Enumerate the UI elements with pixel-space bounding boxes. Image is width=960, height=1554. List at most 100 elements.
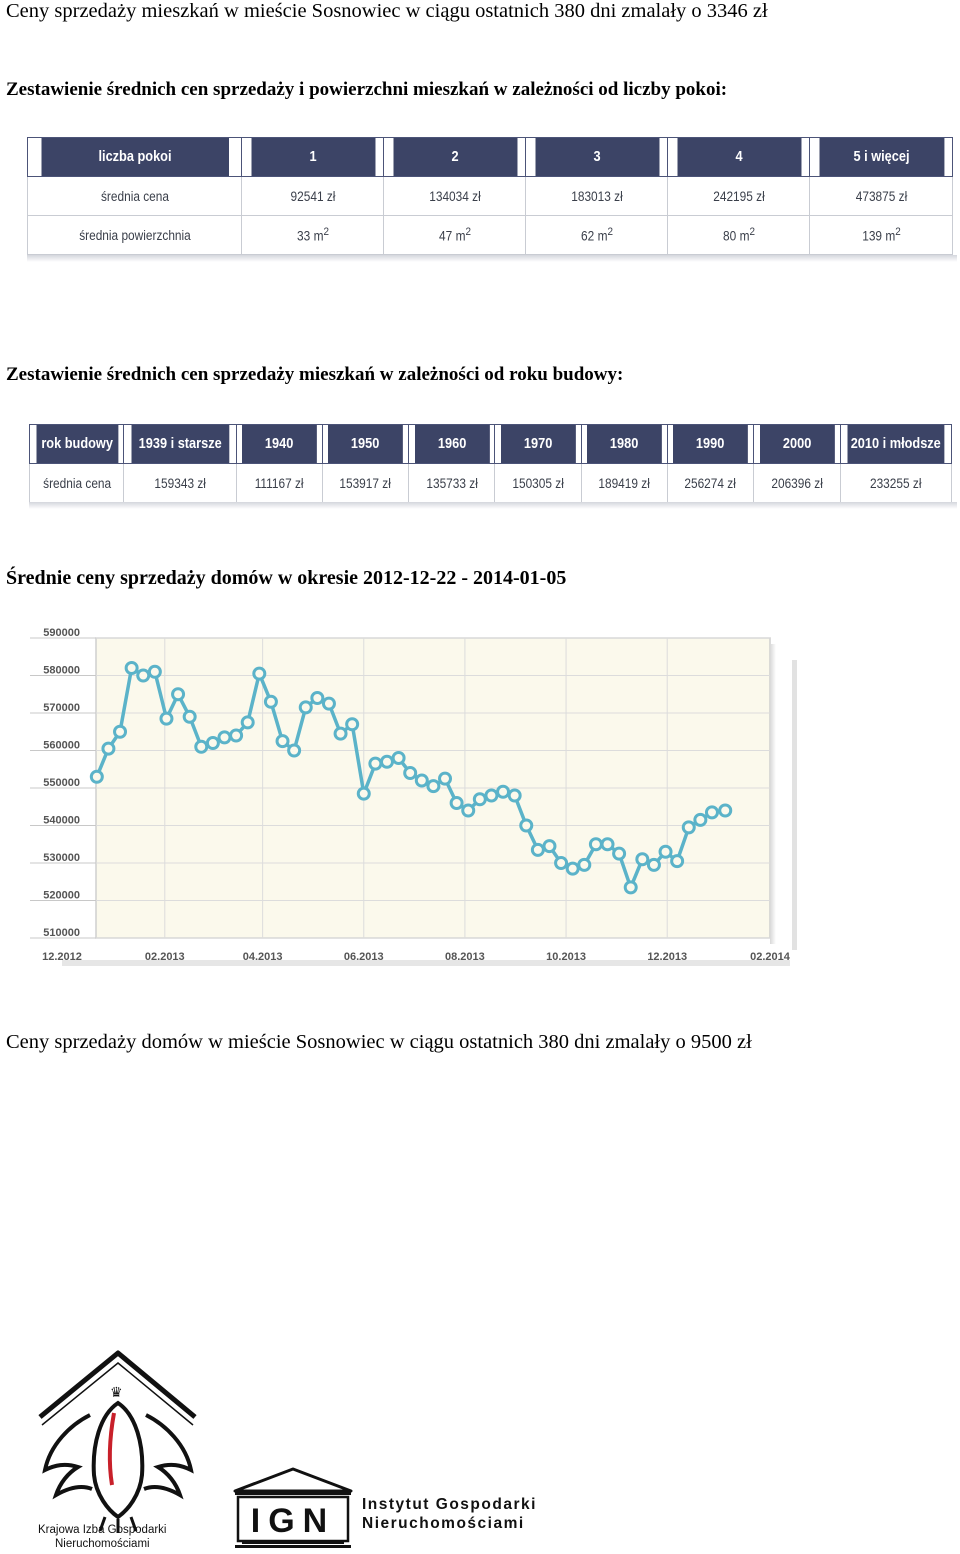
data-point <box>484 788 499 803</box>
data-point <box>426 779 441 794</box>
area-unit: m <box>597 228 607 244</box>
header-cell: 1970 <box>499 424 577 464</box>
header-cell: 2000 <box>758 424 836 464</box>
data-point <box>554 856 569 870</box>
header-cell: 1940 <box>240 424 318 464</box>
ign-logo: IGN Instytut Gospodarki Nieruchomościami <box>233 1467 537 1548</box>
data-point <box>113 724 128 739</box>
year-table: rok budowy 1939 i starsze 1940 1950 1960… <box>29 424 952 504</box>
header-cell: 2010 i młodsze <box>846 424 946 464</box>
row-label: średnia cena <box>39 176 230 216</box>
table-cell: 33 m2 <box>249 215 376 255</box>
x-tick-label: 06.2013 <box>344 951 384 963</box>
year-table-header: rok budowy 1939 i starsze 1940 1950 1960… <box>30 424 952 464</box>
table-cell: 473875 zł <box>817 176 945 216</box>
data-point <box>472 792 487 807</box>
data-point <box>588 837 603 852</box>
data-point <box>356 786 371 801</box>
data-point <box>147 664 162 679</box>
data-point <box>171 687 186 702</box>
data-point <box>496 784 511 799</box>
ign-name-1: Instytut Gospodarki <box>362 1496 537 1513</box>
data-point <box>623 880 638 895</box>
rooms-table: liczba pokoi 1 2 3 4 5 i więcej średnia … <box>27 137 953 255</box>
data-point <box>718 803 733 818</box>
year-section-title: Zestawienie średnich cen sprzedaży miesz… <box>6 364 624 385</box>
area-value: 62 <box>580 228 594 244</box>
data-point <box>693 812 708 827</box>
area-unit: m <box>739 228 749 244</box>
table-cell: 159343 zł <box>130 463 230 504</box>
data-point <box>577 857 592 872</box>
kign-text-1: Krajowa Izba Gospodarki <box>38 1524 166 1536</box>
row-label: średnia powierzchnia <box>39 215 230 255</box>
table-cell: 153917 zł <box>327 463 404 504</box>
row-label: średnia cena <box>34 463 119 504</box>
y-tick-label: 520000 <box>43 890 80 902</box>
table-cell: 62 m2 <box>533 215 660 255</box>
table-row: średnia cena 92541 zł 134034 zł 183013 z… <box>28 176 953 216</box>
data-point <box>310 691 325 705</box>
data-point <box>205 736 220 750</box>
table-cell: 256274 zł <box>672 463 750 504</box>
table-row: średnia powierzchnia 33 m2 47 m2 62 m2 8… <box>28 215 953 255</box>
data-point <box>658 844 673 859</box>
x-tick-label: 02.2013 <box>145 951 185 963</box>
data-point <box>438 771 453 786</box>
ign-name-2: Nieruchomościami <box>362 1515 525 1532</box>
table-cell: 111167 zł <box>240 463 318 504</box>
area-unit: m <box>884 228 895 244</box>
data-point <box>519 818 534 833</box>
table-cell: 206396 zł <box>758 463 836 504</box>
header-cell: liczba pokoi <box>39 137 230 177</box>
table-cell: 150305 zł <box>499 463 577 504</box>
area-sup: 2 <box>748 226 755 239</box>
table-cell: 134034 zł <box>391 176 518 216</box>
data-point <box>507 788 522 803</box>
data-point <box>670 854 685 869</box>
rooms-table-header: liczba pokoi 1 2 3 4 5 i więcej <box>28 137 953 177</box>
area-sup: 2 <box>322 226 329 239</box>
y-tick-label: 530000 <box>43 852 80 864</box>
chart-svg: 590000 580000 570000 560000 550000 540000 5300… <box>30 627 797 966</box>
plot-shadow <box>770 644 776 944</box>
data-point <box>612 846 627 861</box>
area-value: 33 <box>296 228 310 244</box>
header-cell: 1950 <box>327 424 404 464</box>
table-cell: 183013 zł <box>533 176 660 216</box>
y-tick-label: 570000 <box>43 702 80 714</box>
table-shadow <box>27 255 957 262</box>
data-point <box>298 700 313 715</box>
x-tick-label: 10.2013 <box>546 951 586 963</box>
data-point <box>182 709 197 724</box>
table-cell: 139 m2 <box>817 215 945 255</box>
svg-text:♛: ♛ <box>110 1385 123 1401</box>
table-cell: 242195 zł <box>675 176 802 216</box>
x-tick-label: 12.2013 <box>647 951 687 963</box>
data-point <box>530 842 545 857</box>
data-point <box>449 796 464 810</box>
x-tick-label: 04.2013 <box>243 951 283 963</box>
data-point <box>252 666 267 681</box>
table-cell: 80 m2 <box>675 215 802 255</box>
data-point <box>229 728 244 743</box>
data-point <box>124 661 139 675</box>
x-tick-labels: 12.2012 02.2013 04.2013 06.2013 08.2013 10.20… <box>42 951 791 963</box>
data-point <box>681 820 696 835</box>
y-tick-label: 550000 <box>43 777 80 789</box>
houses-summary-line: Ceny sprzedaży domów w mieście Sosnowiec… <box>6 1031 752 1053</box>
area-value: 47 <box>438 228 452 244</box>
x-tick-label: 08.2013 <box>445 951 485 963</box>
x-tick-label: 12.2012 <box>42 951 82 963</box>
data-point <box>646 857 661 872</box>
table-cell: 92541 zł <box>249 176 376 216</box>
area-unit: m <box>455 228 465 244</box>
header-cell: 1939 i starsze <box>130 424 230 464</box>
data-point <box>263 694 278 709</box>
data-point <box>704 805 719 820</box>
header-cell: 2 <box>391 137 518 177</box>
ign-letters: IGN <box>251 1502 335 1540</box>
header-cell: 1990 <box>672 424 750 464</box>
table-row: średnia cena 159343 zł 111167 zł 153917 … <box>30 463 952 504</box>
kign-text-2: Nieruchomościami <box>55 1538 150 1550</box>
